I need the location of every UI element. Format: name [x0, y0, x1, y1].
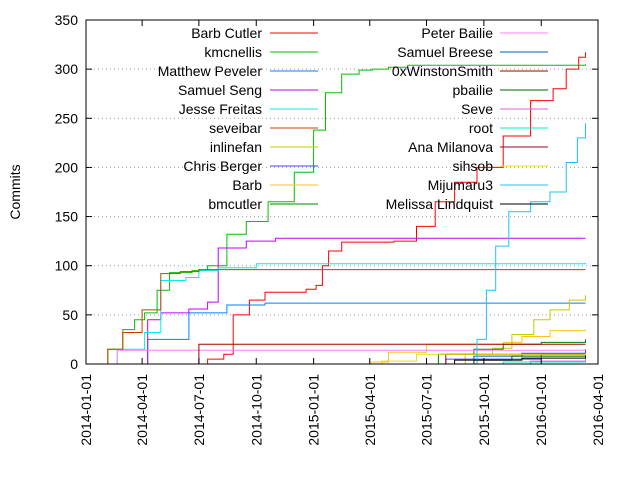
series-line-bmcutler	[350, 339, 586, 365]
legend-label-chris-berger: Chris Berger	[183, 158, 262, 174]
y-tick-label: 300	[55, 61, 79, 77]
legend-label-jesse-freitas: Jesse Freitas	[179, 101, 262, 117]
legend-label-matthew-peveler: Matthew Peveler	[158, 63, 263, 79]
legend-label-0xwinstonsmith: 0xWinstonSmith	[392, 63, 493, 79]
legend-label-samuel-breese: Samuel Breese	[397, 44, 493, 60]
legend-label-seveibar: seveibar	[209, 120, 262, 136]
legend-label-bmcutler: bmcutler	[208, 196, 262, 212]
y-axis: 0 50 100 150 200 250 300 350	[55, 12, 598, 372]
x-tick-label: 2015-07-01	[419, 374, 435, 446]
x-tick-label: 2014-10-01	[248, 374, 264, 446]
legend-label-peter-bailie: Peter Bailie	[421, 25, 493, 41]
y-tick-label: 150	[55, 209, 79, 225]
x-tick-label: 2016-04-01	[590, 374, 606, 446]
y-tick-label: 200	[55, 159, 79, 175]
x-tick-label: 2014-01-01	[78, 374, 94, 446]
legend-label-inlinefan: inlinefan	[210, 139, 262, 155]
y-tick-label: 350	[55, 12, 79, 28]
x-tick-label: 2015-01-01	[306, 374, 322, 446]
legend-label-sihsob: sihsob	[453, 158, 494, 174]
y-tick-label: 100	[55, 258, 79, 274]
legend-label-seve: Seve	[461, 101, 493, 117]
x-tick-label: 2014-04-01	[134, 374, 150, 446]
legend-label-samuel-seng: Samuel Seng	[178, 82, 262, 98]
series-line-melissa-lindquist	[369, 356, 586, 365]
x-tick-label: 2014-07-01	[191, 374, 207, 446]
x-tick-label: 2015-10-01	[476, 374, 492, 446]
x-tick-label: 2015-04-01	[362, 374, 378, 446]
series-line-samuel-seng	[97, 237, 586, 365]
series-lines	[97, 52, 586, 365]
y-tick-label: 0	[70, 356, 78, 372]
series-line-matthew-peveler	[97, 302, 586, 365]
series-line-mijumaru3	[465, 123, 586, 365]
y-tick-label: 250	[55, 110, 79, 126]
x-tick-label: 2016-01-01	[533, 374, 549, 446]
series-line-kmcnellis	[97, 64, 586, 365]
series-line-barb-cutler	[198, 52, 586, 365]
legend-label-pbailie: pbailie	[453, 82, 494, 98]
legend-label-mijumaru3: Mijumaru3	[428, 177, 494, 193]
series-line-seveibar	[97, 269, 586, 365]
horizontal-gridlines	[86, 68, 598, 316]
legend-label-barb: Barb	[232, 177, 262, 193]
legend-label-melissa-lindquist: Melissa Lindquist	[386, 196, 493, 212]
legend-label-ana-milanova: Ana Milanova	[408, 139, 493, 155]
legend-label-barb-cutler: Barb Cutler	[191, 25, 262, 41]
y-tick-label: 50	[62, 307, 78, 323]
plot-frame	[85, 19, 599, 365]
series-line-jesse-freitas	[97, 262, 586, 365]
x-axis: 2014-01-01 2014-04-01 2014-07-01 2014-10-01…	[78, 20, 606, 446]
legend: Barb Cutler kmcnellis Matthew Peveler Samue…	[158, 25, 548, 212]
legend-label-root: root	[469, 120, 493, 136]
y-axis-label: Commits	[7, 164, 23, 219]
legend-label-kmcnellis: kmcnellis	[204, 44, 262, 60]
